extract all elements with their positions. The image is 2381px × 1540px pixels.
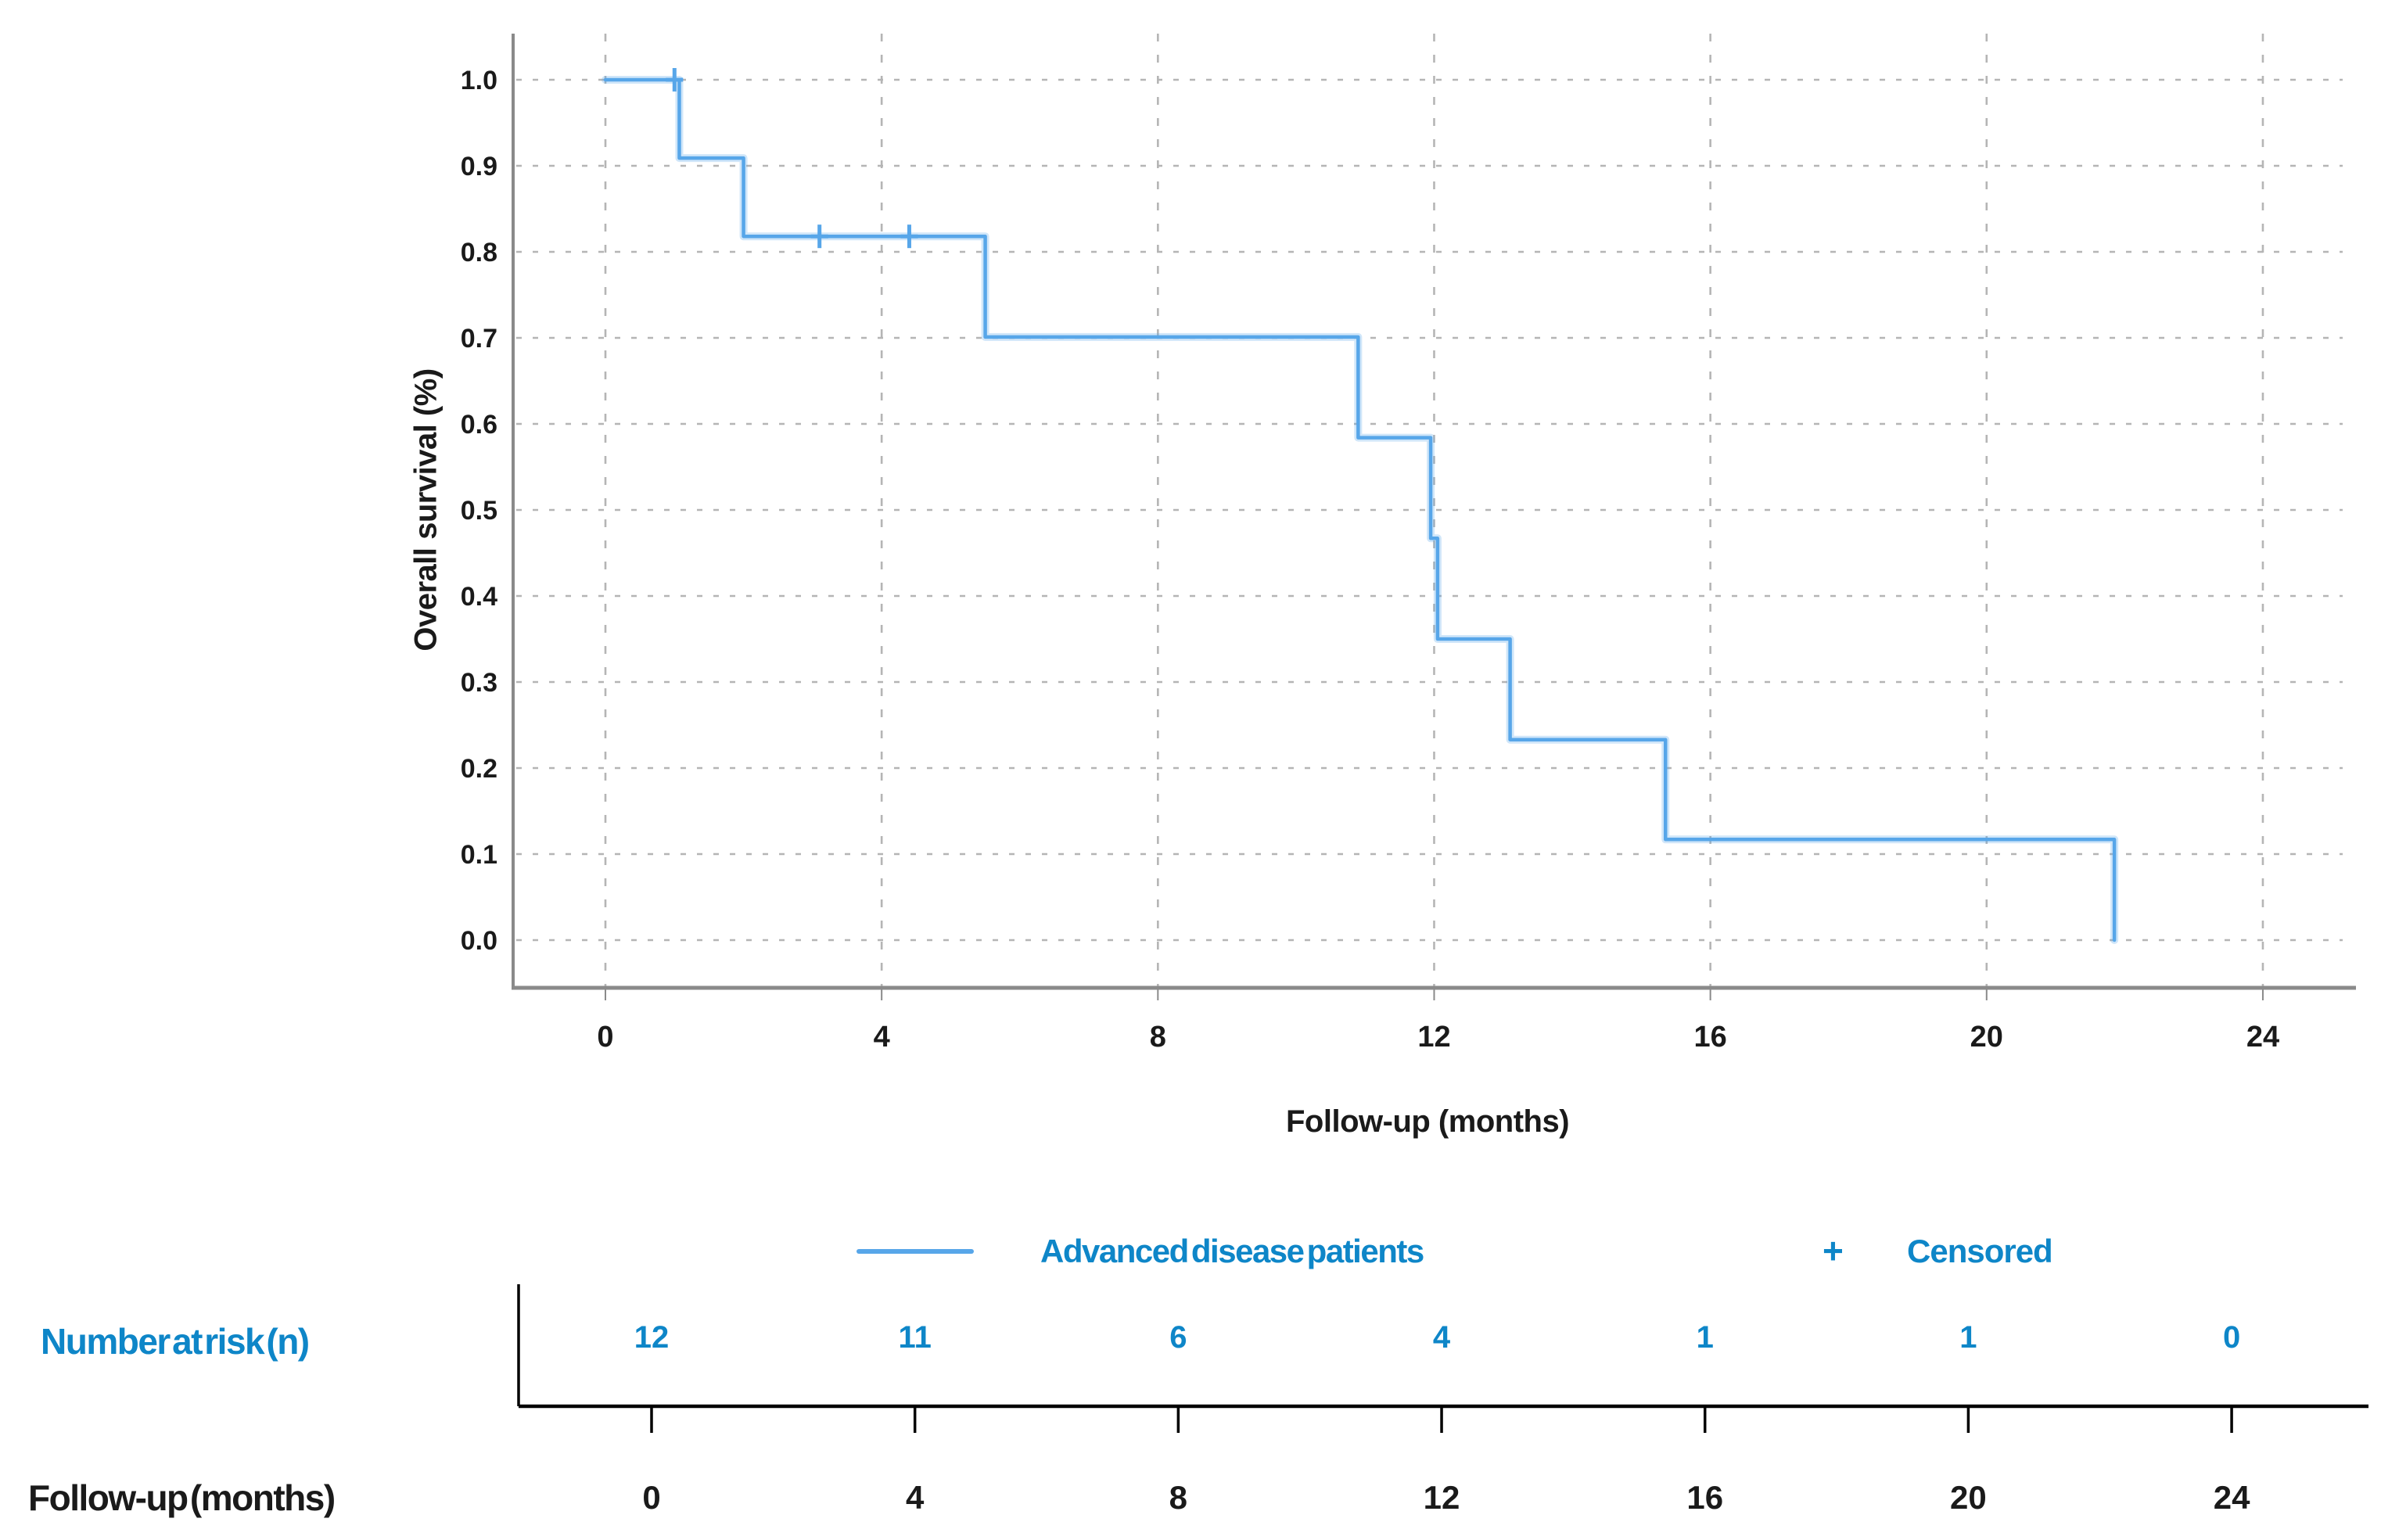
survival-curve [603,77,2117,942]
risk-count-value: 4 [1433,1320,1451,1355]
risk-count-value: 12 [634,1320,670,1355]
risk-count-value: 0 [2223,1320,2240,1355]
legend-censored-label: Censored [1907,1233,2053,1269]
y-tick-label: 0.1 [461,840,497,870]
risk-count-value: 1 [1959,1320,1977,1355]
legend-censored-plus-icon: + [1823,1230,1844,1271]
x-tick-label: 12 [1417,1021,1450,1054]
risk-month-label: 20 [1950,1479,1987,1516]
y-tick-label: 0.8 [461,238,497,267]
y-tick-label: 1.0 [461,66,497,95]
risk-month-label: 8 [1169,1479,1187,1516]
x-tick-label: 24 [2246,1021,2279,1054]
risk-count-value: 6 [1169,1320,1187,1355]
y-tick-label: 0.7 [461,324,497,354]
x-tick-label: 4 [874,1021,890,1054]
x-tick-label: 16 [1693,1021,1726,1054]
x-tick-label: 20 [1970,1021,2003,1054]
risk-month-label: 0 [642,1479,660,1516]
y-tick-label: 0.2 [461,754,497,784]
y-tick-label: 0.3 [461,668,497,698]
y-axis-title: Overall survival (%) [408,368,444,652]
x-axis-title: Follow-up (months) [1285,1104,1570,1139]
risk-month-label: 16 [1686,1479,1723,1516]
legend-series-label: Advanced disease patients [1040,1233,1424,1269]
y-tick-label: 0.6 [461,410,497,440]
y-tick-label: 0.4 [461,582,497,612]
x-tick-label: 8 [1150,1021,1166,1054]
legend-series-line-swatch [857,1249,974,1254]
risk-month-label: 12 [1424,1479,1460,1516]
y-tick-label: 0.0 [461,926,497,956]
risk-count-value: 11 [899,1320,932,1355]
risk-month-label: 4 [906,1479,925,1516]
x-tick-label: 0 [597,1021,613,1054]
number-at-risk-row-label: Number at risk (n) [41,1321,310,1362]
y-tick-label: 0.9 [461,152,497,181]
risk-month-label: 24 [2214,1479,2250,1516]
risk-table-x-axis-title: Follow-up (months) [28,1477,336,1518]
y-tick-label: 0.5 [461,496,497,526]
risk-count-value: 1 [1697,1320,1714,1355]
